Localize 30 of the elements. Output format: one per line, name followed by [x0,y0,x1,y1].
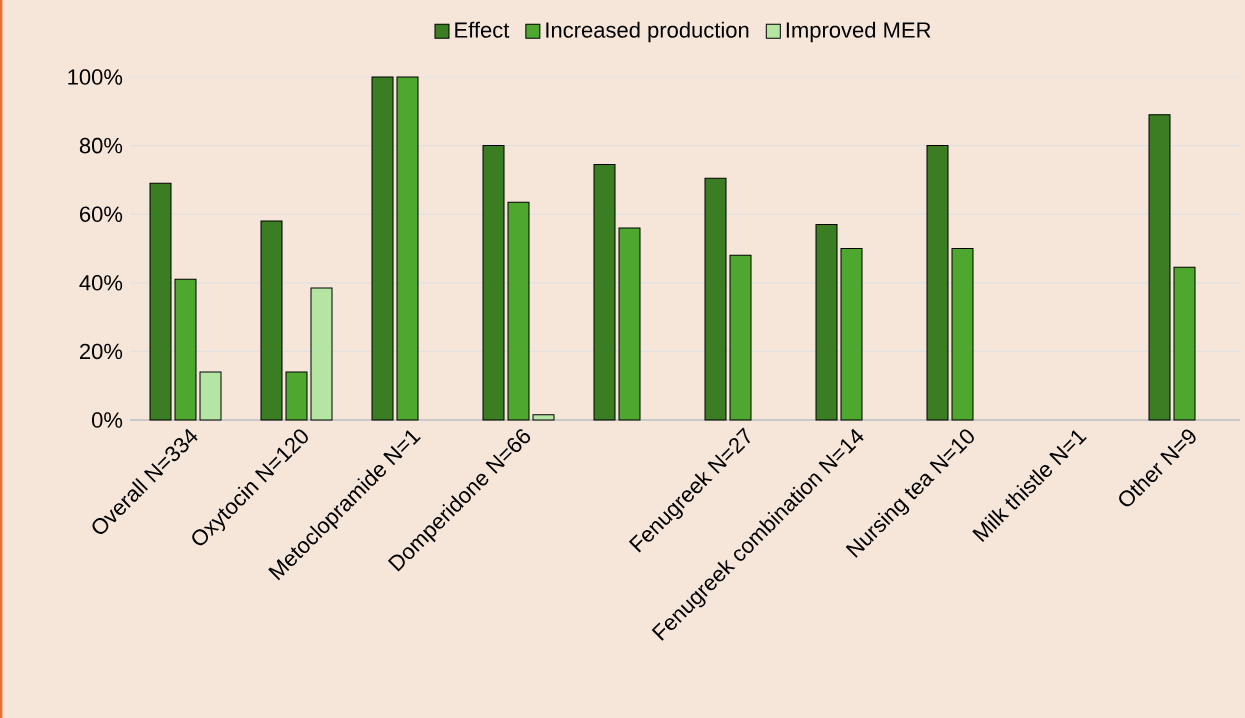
bar [371,76,394,421]
bar [532,414,555,421]
bar [618,227,641,421]
y-tick-label: 100% [68,69,123,85]
bar [840,248,863,421]
bar [951,248,974,421]
bar [199,371,222,421]
bar [593,163,616,421]
y-tick-label: 40% [79,275,123,291]
bar [704,177,727,421]
bar [482,145,505,421]
y-tick-label: 80% [79,137,123,154]
bar [1173,266,1196,421]
y-tick-label: 60% [80,206,123,222]
bar [174,278,197,421]
bar [926,145,949,421]
bar [507,201,530,421]
legend-label: Increased production [546,21,749,43]
bar [149,182,172,421]
y-tick-label: 20% [80,343,123,360]
bar [285,371,308,421]
bar [310,287,333,421]
bar [815,223,838,421]
bar [1148,114,1171,421]
bar [260,220,283,421]
legend-label: Effect [455,21,510,38]
bar [396,76,419,421]
legend-label: Improved MER [786,21,931,43]
bar [729,254,752,421]
y-tick-label: 0% [91,412,123,428]
